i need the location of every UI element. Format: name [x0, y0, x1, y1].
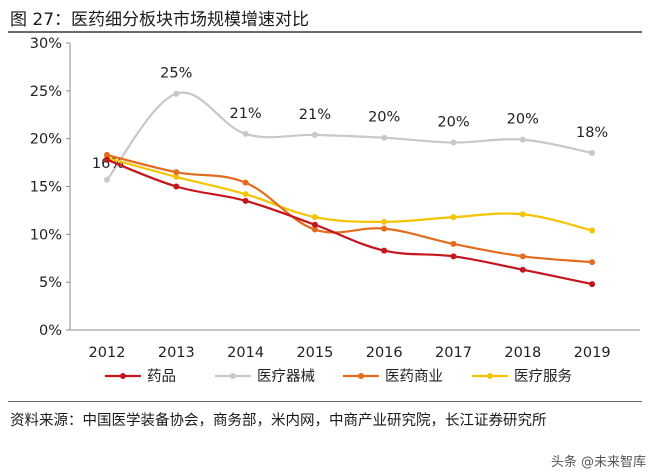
data-point [519, 253, 526, 260]
data-label: 20% [368, 110, 400, 126]
data-point [450, 214, 457, 221]
data-point [242, 130, 249, 137]
data-point [381, 225, 388, 232]
data-point [519, 211, 526, 218]
series-line-医疗器械 [106, 91, 593, 181]
data-point [173, 90, 180, 97]
legend-marker [487, 373, 493, 379]
data-label: 20% [437, 114, 469, 130]
series-line-药品 [106, 158, 593, 286]
data-point [104, 176, 110, 183]
data-point [519, 266, 526, 273]
series-line-医药商业 [106, 153, 593, 264]
legend-label: 药品 [147, 368, 176, 385]
data-point [450, 240, 457, 247]
x-tick-label: 2013 [158, 345, 195, 361]
data-point [173, 169, 180, 176]
y-tick-label: 25% [30, 84, 62, 100]
y-tick-label: 0% [39, 323, 62, 339]
data-point [589, 227, 596, 234]
series-line-医疗服务 [106, 156, 593, 232]
y-tick-label: 20% [30, 132, 62, 148]
data-point [589, 259, 596, 266]
line-chart: 0% 5% 10% 15% 20% 25% 30% 2012 2013 2014 2015 2016 2… [30, 36, 640, 385]
data-label: 25% [160, 66, 192, 82]
legend-label: 医疗服务 [514, 368, 572, 385]
x-tick-label: 2012 [89, 345, 126, 361]
figure-title: 图 27：医药细分板块市场规模增速对比 [10, 10, 310, 30]
data-point [381, 247, 388, 254]
watermark: 头条 @未来智库 [550, 455, 646, 470]
legend-marker [230, 373, 236, 379]
data-point [589, 281, 596, 288]
x-tick-label: 2018 [504, 345, 541, 361]
data-point [450, 139, 457, 146]
legend-marker [120, 373, 126, 379]
x-tick-label: 2017 [435, 345, 472, 361]
data-point [381, 134, 388, 141]
legend-marker [358, 373, 364, 379]
data-point [173, 173, 180, 180]
data-label: 21% [299, 107, 331, 123]
title-divider [8, 31, 642, 33]
legend-label: 医药商业 [385, 368, 443, 385]
data-point [311, 131, 318, 138]
data-point [242, 191, 249, 198]
data-label: 21% [229, 106, 261, 122]
x-tick-label: 2014 [227, 345, 264, 361]
y-tick-label: 15% [30, 180, 62, 196]
x-tick-label: 2016 [366, 345, 403, 361]
legend-label: 医疗器械 [257, 368, 315, 385]
y-tick-label: 5% [39, 275, 62, 291]
y-tick-label: 30% [30, 36, 62, 52]
data-point [311, 226, 318, 233]
data-point [104, 156, 110, 163]
data-point [173, 183, 180, 190]
data-point [311, 221, 318, 228]
x-tick-label: 2015 [296, 345, 333, 361]
source-divider [8, 401, 642, 402]
data-point [104, 151, 110, 158]
data-point [450, 253, 457, 260]
data-point [381, 218, 388, 225]
y-tick-label: 10% [30, 227, 62, 243]
data-point [242, 179, 249, 186]
data-point [589, 150, 596, 157]
data-label: 18% [576, 125, 608, 141]
x-tick-label: 2019 [574, 345, 611, 361]
data-point [242, 197, 249, 204]
source-note: 资料来源：中国医学装备协会，商务部，米内网，中商产业研究院，长江证券研究所 [10, 413, 547, 429]
data-point [519, 136, 526, 143]
data-label: 20% [507, 112, 539, 128]
data-point [311, 214, 318, 221]
